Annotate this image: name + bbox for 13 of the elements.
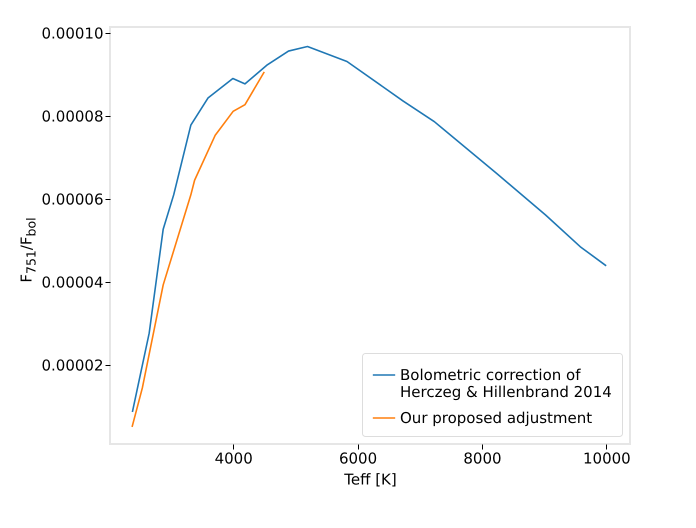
y-tick-label: 0.00008 [41, 107, 104, 126]
line-series [131, 71, 266, 428]
x-tick-label: 4000 [214, 450, 253, 468]
y-tick-label: 0.00004 [41, 274, 104, 292]
y-tick-label: 0.00002 [41, 356, 104, 375]
x-tick-label: 10000 [583, 450, 631, 468]
x-tick-label: 6000 [338, 450, 378, 468]
y-tick-label: 0.00010 [41, 24, 104, 42]
x-axis-title: Teff [K] [343, 470, 397, 488]
legend-label: Our proposed adjustment [400, 409, 592, 427]
legend-label: Bolometric correction of Herczeg & Hillenbrand 2014 [400, 366, 612, 401]
y-tick-label: 0.00006 [41, 190, 104, 208]
x-tick-label: 8000 [463, 450, 502, 468]
